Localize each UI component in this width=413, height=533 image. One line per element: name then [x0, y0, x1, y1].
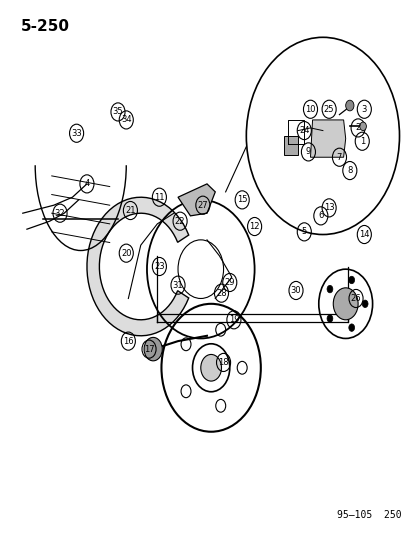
Text: 14: 14 [358, 230, 369, 239]
Text: 95—105  250: 95—105 250 [336, 510, 401, 520]
Circle shape [348, 276, 354, 284]
Text: 28: 28 [216, 289, 226, 297]
Circle shape [200, 354, 221, 381]
Polygon shape [283, 136, 297, 155]
Text: 3: 3 [361, 105, 366, 114]
Text: 2: 2 [355, 124, 360, 132]
Text: 8: 8 [347, 166, 351, 175]
Text: 22: 22 [174, 217, 185, 225]
Text: 5: 5 [301, 228, 306, 236]
Text: 29: 29 [224, 278, 235, 287]
Text: 1: 1 [359, 137, 364, 146]
Text: 19: 19 [228, 316, 239, 324]
Text: 32: 32 [55, 209, 65, 217]
Text: 11: 11 [154, 193, 164, 201]
Text: 17: 17 [143, 345, 154, 353]
Circle shape [326, 285, 332, 293]
Circle shape [348, 324, 354, 332]
Circle shape [144, 337, 162, 361]
Text: 7: 7 [336, 153, 341, 161]
Text: 16: 16 [123, 337, 133, 345]
Circle shape [361, 300, 367, 308]
Text: 23: 23 [154, 262, 164, 271]
Text: 20: 20 [121, 249, 131, 257]
Polygon shape [178, 184, 215, 216]
Text: 31: 31 [172, 281, 183, 289]
Circle shape [359, 122, 366, 131]
Text: 18: 18 [218, 358, 228, 367]
Text: 12: 12 [249, 222, 259, 231]
Text: 4: 4 [84, 180, 89, 188]
Polygon shape [87, 197, 188, 336]
Circle shape [345, 100, 353, 111]
Text: 21: 21 [125, 206, 135, 215]
Text: 26: 26 [350, 294, 361, 303]
Text: 5-250: 5-250 [21, 19, 69, 34]
Text: 13: 13 [323, 204, 334, 212]
Text: 27: 27 [197, 201, 208, 209]
Polygon shape [310, 120, 345, 157]
Text: 33: 33 [71, 129, 82, 138]
Text: 34: 34 [121, 116, 131, 124]
Text: 10: 10 [304, 105, 315, 114]
Text: 30: 30 [290, 286, 301, 295]
Circle shape [332, 288, 357, 320]
Text: 9: 9 [305, 148, 310, 156]
Text: 35: 35 [112, 108, 123, 116]
Text: 6: 6 [318, 212, 323, 220]
Text: 15: 15 [236, 196, 247, 204]
Text: 24: 24 [298, 126, 309, 135]
Text: 25: 25 [323, 105, 334, 114]
Circle shape [326, 315, 332, 322]
